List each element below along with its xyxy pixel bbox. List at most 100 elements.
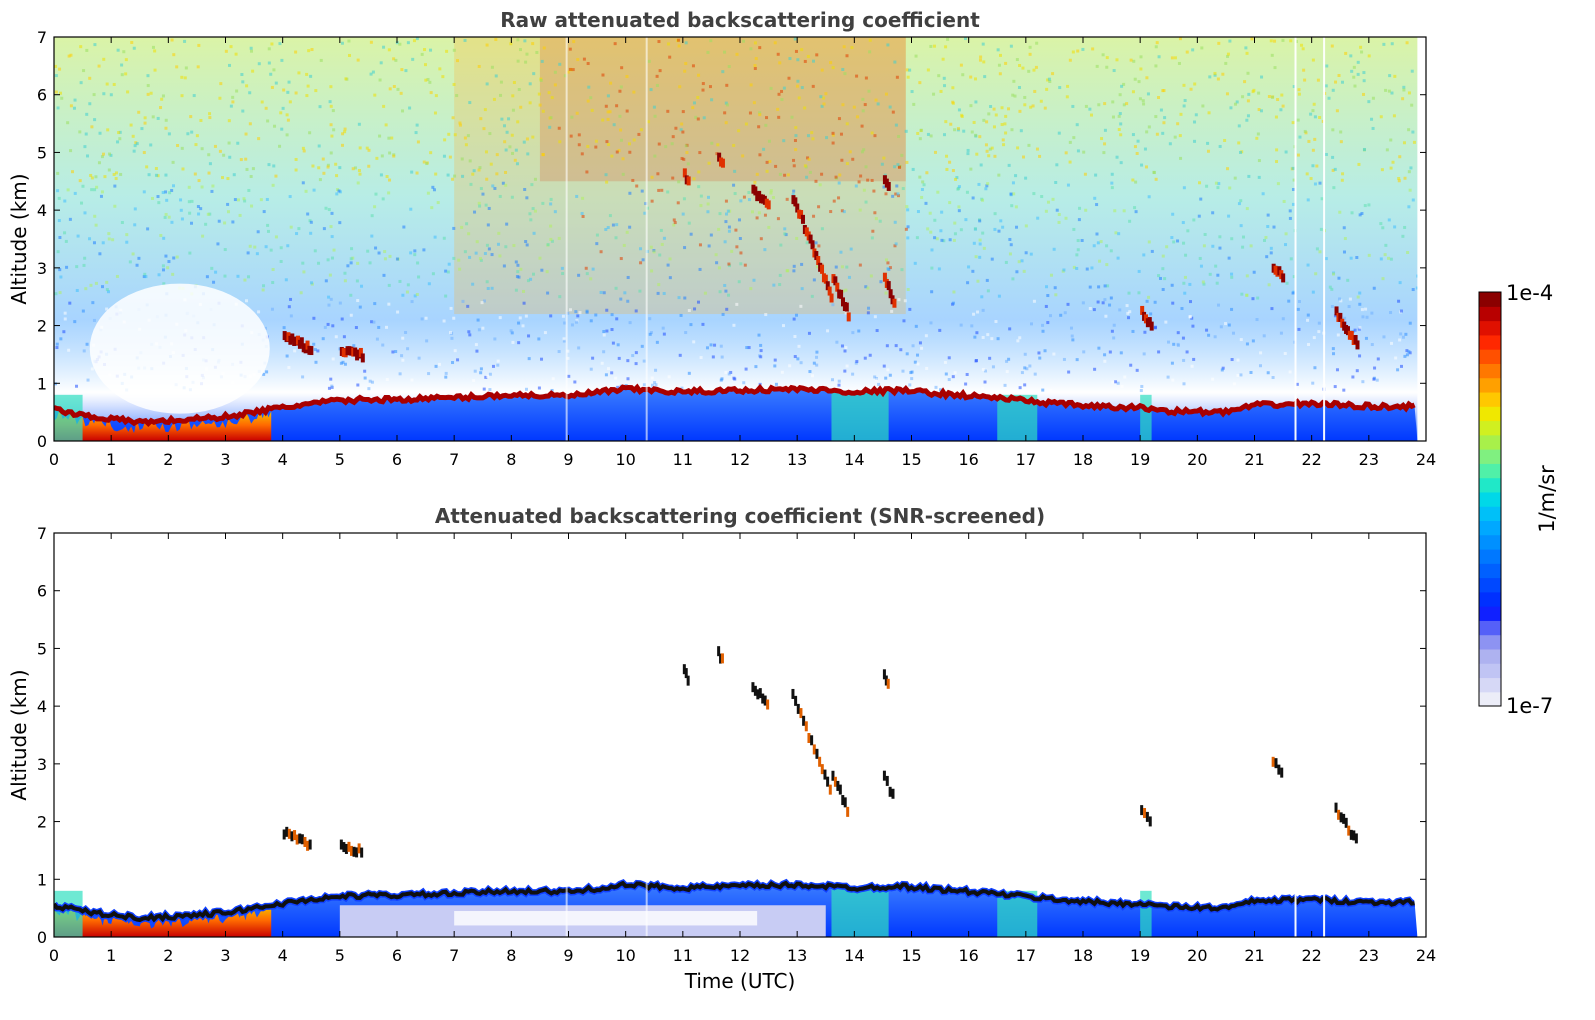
raw-noise-speck <box>1311 109 1315 113</box>
raw-noise-speck <box>59 91 63 95</box>
raw-noise-speck <box>243 199 247 203</box>
raw-noise-speck <box>98 131 102 135</box>
raw-noise-speck <box>503 140 507 144</box>
raw-noise-speck <box>1331 155 1335 159</box>
raw-noise-speck <box>524 387 528 391</box>
raw-noise-speck <box>919 128 923 132</box>
raw-noise-speck <box>747 191 751 195</box>
raw-noise-speck <box>1129 58 1133 62</box>
raw-noise-speck <box>447 132 451 136</box>
raw-noise-speck <box>1015 58 1019 62</box>
raw-noise-speck <box>668 55 672 59</box>
raw-noise-speck <box>1176 343 1180 347</box>
raw-noise-speck <box>782 139 786 143</box>
raw-noise-speck <box>727 225 731 229</box>
raw-noise-speck <box>1023 352 1027 356</box>
colorbar-band <box>1479 377 1501 393</box>
raw-noise-speck <box>172 256 176 260</box>
raw-noise-speck <box>680 386 684 390</box>
raw-noise-speck <box>837 196 841 200</box>
raw-noise-speck <box>257 310 261 314</box>
raw-noise-speck <box>900 153 904 157</box>
raw-noise-speck <box>1110 329 1114 333</box>
raw-noise-speck <box>401 109 405 113</box>
raw-noise-speck <box>223 274 227 278</box>
raw-noise-speck <box>514 260 518 264</box>
raw-noise-speck <box>56 106 60 110</box>
raw-noise-speck <box>1194 113 1198 117</box>
raw-noise-speck <box>285 354 289 358</box>
raw-noise-speck <box>84 132 88 136</box>
raw-noise-speck <box>780 370 784 374</box>
raw-noise-speck <box>1315 247 1319 251</box>
raw-noise-speck <box>1078 206 1082 210</box>
raw-noise-speck <box>525 52 529 56</box>
raw-noise-speck <box>755 216 759 220</box>
raw-noise-speck <box>788 57 792 61</box>
raw-noise-speck <box>98 252 102 256</box>
raw-noise-speck <box>841 67 845 71</box>
raw-noise-speck <box>92 93 96 97</box>
raw-noise-speck <box>515 275 519 279</box>
raw-noise-speck <box>1360 211 1364 215</box>
raw-noise-speck <box>323 325 327 329</box>
raw-noise-speck <box>929 321 933 325</box>
raw-noise-speck <box>524 60 528 64</box>
raw-noise-speck <box>1267 94 1271 98</box>
raw-noise-speck <box>618 89 622 93</box>
raw-noise-speck <box>893 244 897 248</box>
raw-noise-speck <box>974 133 978 137</box>
raw-noise-speck <box>758 153 762 157</box>
raw-noise-speck <box>131 252 135 256</box>
raw-noise-speck <box>687 221 691 225</box>
raw-noise-speck <box>1362 79 1366 83</box>
raw-noise-speck <box>226 202 230 206</box>
raw-noise-speck <box>1237 141 1241 145</box>
raw-noise-speck <box>187 200 191 204</box>
raw-noise-speck <box>1075 266 1079 270</box>
raw-noise-speck <box>1105 56 1109 60</box>
raw-noise-speck <box>135 263 139 267</box>
raw-noise-speck <box>991 365 995 369</box>
raw-noise-speck <box>428 80 432 84</box>
raw-noise-speck <box>1008 237 1012 241</box>
raw-noise-speck <box>1164 320 1168 324</box>
raw-cloud-speck <box>358 347 363 357</box>
raw-noise-speck <box>1178 134 1182 138</box>
screened-cloud-speck <box>1140 805 1144 816</box>
raw-noise-speck <box>806 134 810 138</box>
raw-noise-speck <box>1307 343 1311 347</box>
raw-noise-speck <box>510 331 514 335</box>
raw-noise-speck <box>112 173 116 177</box>
raw-noise-speck <box>423 63 427 67</box>
raw-noise-speck <box>1127 291 1131 295</box>
raw-plume <box>54 394 83 441</box>
raw-noise-speck <box>468 159 472 163</box>
raw-noise-speck <box>335 174 339 178</box>
raw-noise-speck <box>985 120 989 124</box>
raw-noise-speck <box>757 333 761 337</box>
raw-noise-speck <box>1247 92 1251 96</box>
raw-noise-speck <box>1024 251 1028 255</box>
screened-cloud-speck <box>843 797 847 808</box>
raw-noise-speck <box>815 265 819 269</box>
raw-noise-speck <box>993 227 997 231</box>
raw-noise-speck <box>706 50 710 54</box>
raw-noise-speck <box>864 285 868 289</box>
raw-noise-speck <box>396 310 400 314</box>
raw-noise-speck <box>790 115 794 119</box>
raw-noise-speck <box>551 377 555 381</box>
raw-noise-speck <box>988 147 992 151</box>
raw-noise-speck <box>585 309 589 313</box>
raw-noise-speck <box>162 268 166 272</box>
raw-noise-speck <box>672 218 676 222</box>
raw-noise-speck <box>192 94 196 98</box>
raw-cloud-speck <box>795 203 800 213</box>
raw-noise-speck <box>725 83 729 87</box>
raw-noise-speck <box>1295 382 1299 386</box>
raw-noise-speck <box>308 131 312 135</box>
raw-noise-speck <box>497 231 501 235</box>
raw-noise-speck <box>831 133 835 137</box>
raw-noise-speck <box>953 371 957 375</box>
raw-noise-speck <box>316 349 320 353</box>
